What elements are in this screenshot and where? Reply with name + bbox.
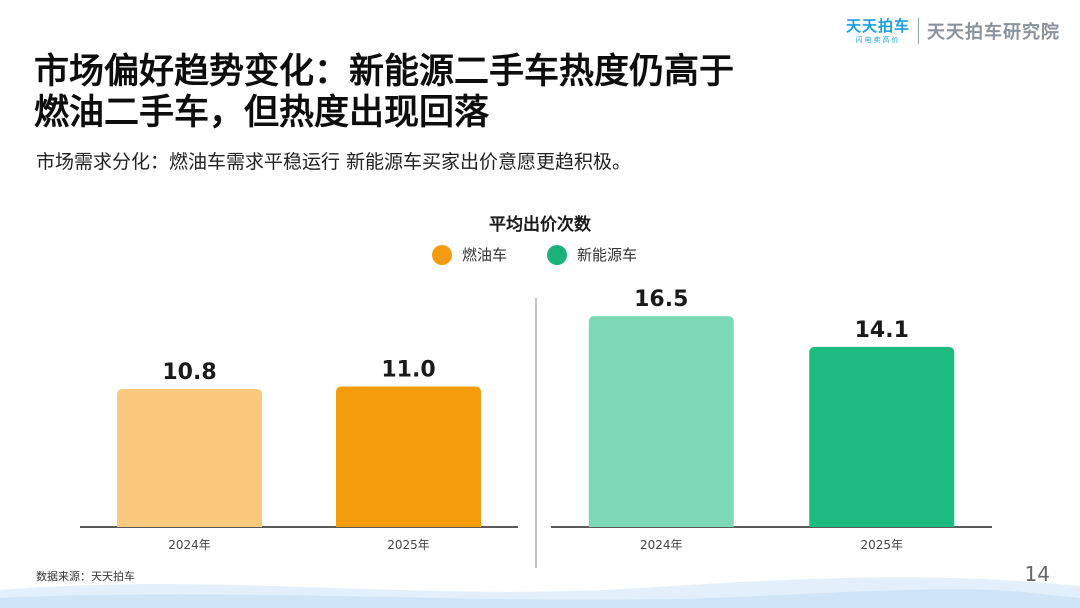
bar — [809, 346, 955, 527]
x-tick-label: 2024年 — [640, 538, 683, 552]
chart-legend: 燃油车 新能源车 — [432, 244, 637, 265]
logo-main-text: 天天拍车 — [845, 16, 910, 35]
legend-swatch-fuel — [432, 244, 452, 265]
x-tick-label: 2025年 — [860, 538, 903, 552]
logo-divider — [918, 18, 919, 44]
bar — [588, 316, 734, 527]
x-tick-label: 2024年 — [168, 538, 211, 552]
logo-badge: 天天拍车 闪电卖高价 — [845, 16, 910, 44]
page-title: 市场偏好趋势变化：新能源二手车热度仍高于 燃油二手车，但热度出现回落 — [34, 52, 954, 134]
page-title-line1: 市场偏好趋势变化：新能源二手车热度仍高于 — [34, 52, 735, 92]
data-label: 14.1 — [855, 318, 909, 343]
legend-item-fuel: 燃油车 — [432, 244, 507, 265]
data-label: 10.8 — [162, 360, 216, 385]
brand-logo: 天天拍车 闪电卖高价 天天拍车研究院 — [846, 18, 1060, 44]
legend-item-nev: 新能源车 — [547, 244, 637, 265]
logo-sub-text: 闪电卖高价 — [855, 35, 901, 44]
legend-label-fuel: 燃油车 — [462, 246, 508, 264]
page-title-line2: 燃油二手车，但热度出现回落 — [34, 93, 490, 133]
data-source: 数据来源：天天拍车 — [36, 570, 135, 583]
chart-title: 平均出价次数 — [489, 215, 591, 235]
bar — [336, 386, 481, 527]
bar — [117, 389, 262, 527]
x-tick-label: 2025年 — [387, 538, 430, 552]
legend-swatch-nev — [547, 244, 568, 265]
logo-org-name: 天天拍车研究院 — [927, 22, 1060, 43]
legend-label-nev: 新能源车 — [577, 246, 638, 264]
data-label: 16.5 — [634, 287, 688, 312]
page-subtitle: 市场需求分化：燃油车需求平稳运行 新能源车买家出价意愿更趋积极。 — [36, 151, 632, 173]
footer-wave-decoration — [0, 577, 1080, 608]
data-label: 11.0 — [381, 357, 435, 382]
